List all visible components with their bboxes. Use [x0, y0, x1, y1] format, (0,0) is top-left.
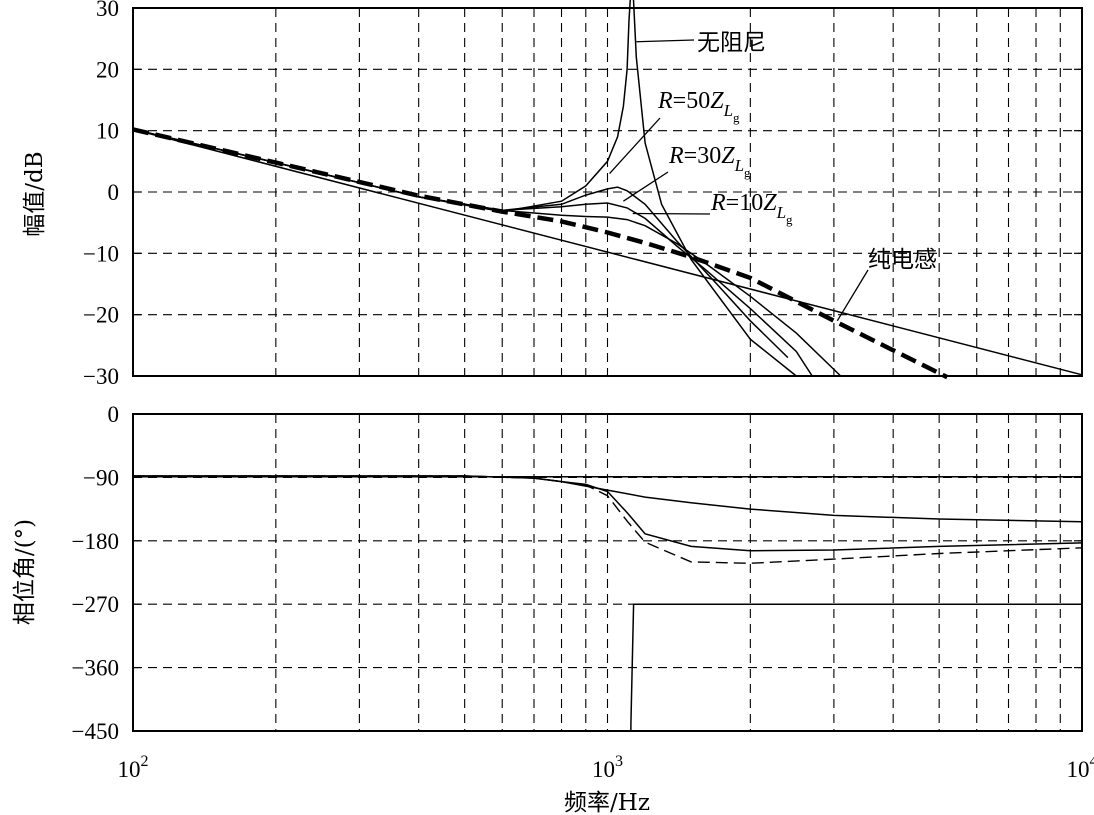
series-line [132, 128, 1083, 376]
y-tick-label: −270 [72, 592, 119, 617]
series-line [132, 127, 949, 380]
plot-frame [132, 413, 1083, 732]
series-line [133, 475, 1083, 565]
annotation-leader-line [636, 39, 695, 43]
tick-layer: 30 20 10 0 −10 −20 −30 0 −90 −180 −270 −360 −450 102 1… [72, 0, 1094, 782]
annotation-layer: 无阻尼 R=50ZLg R=30ZLg R=10ZLg 纯电感 [609, 30, 937, 322]
y-tick-label: −30 [83, 364, 119, 389]
y-tick-label: −180 [72, 529, 119, 554]
x-tick-label: 102 [118, 753, 149, 782]
annotation-leader-line [609, 117, 661, 175]
annotation-label: 无阻尼 [697, 30, 766, 56]
y-tick-label: −90 [83, 465, 119, 490]
phase-y-axis-label: 相位角/(°) [12, 519, 38, 625]
annotation-leader-line [836, 269, 869, 322]
annotation-leader-line [632, 212, 711, 215]
y-tick-label: 20 [96, 57, 119, 82]
annotation-label: R=50ZLg [657, 88, 740, 125]
y-tick-label: −360 [72, 656, 119, 681]
y-tick-label: 0 [108, 180, 120, 205]
y-tick-label: −10 [83, 241, 119, 266]
y-tick-label: −450 [72, 719, 119, 744]
x-tick-label: 104 [1067, 753, 1094, 782]
x-tick-label: 103 [592, 753, 623, 782]
grid-layer [133, 8, 1082, 731]
curve-layer [132, 0, 1083, 732]
magnitude-y-axis-label: 幅值/dB [22, 151, 48, 236]
y-tick-label: 30 [96, 0, 119, 21]
x-axis-label: 频率/Hz [564, 790, 650, 815]
y-tick-label: 10 [96, 119, 119, 144]
annotation-label: R=30ZLg [668, 143, 751, 180]
annotation-label: 纯电感 [868, 247, 937, 273]
y-tick-label: 0 [108, 402, 120, 427]
annotation-label: R=10ZLg [710, 190, 793, 227]
label-layer: 幅值/dB 相位角/(°) 频率/Hz [12, 151, 650, 815]
y-tick-label: −20 [83, 303, 119, 328]
annotation-leader-line [623, 171, 669, 202]
